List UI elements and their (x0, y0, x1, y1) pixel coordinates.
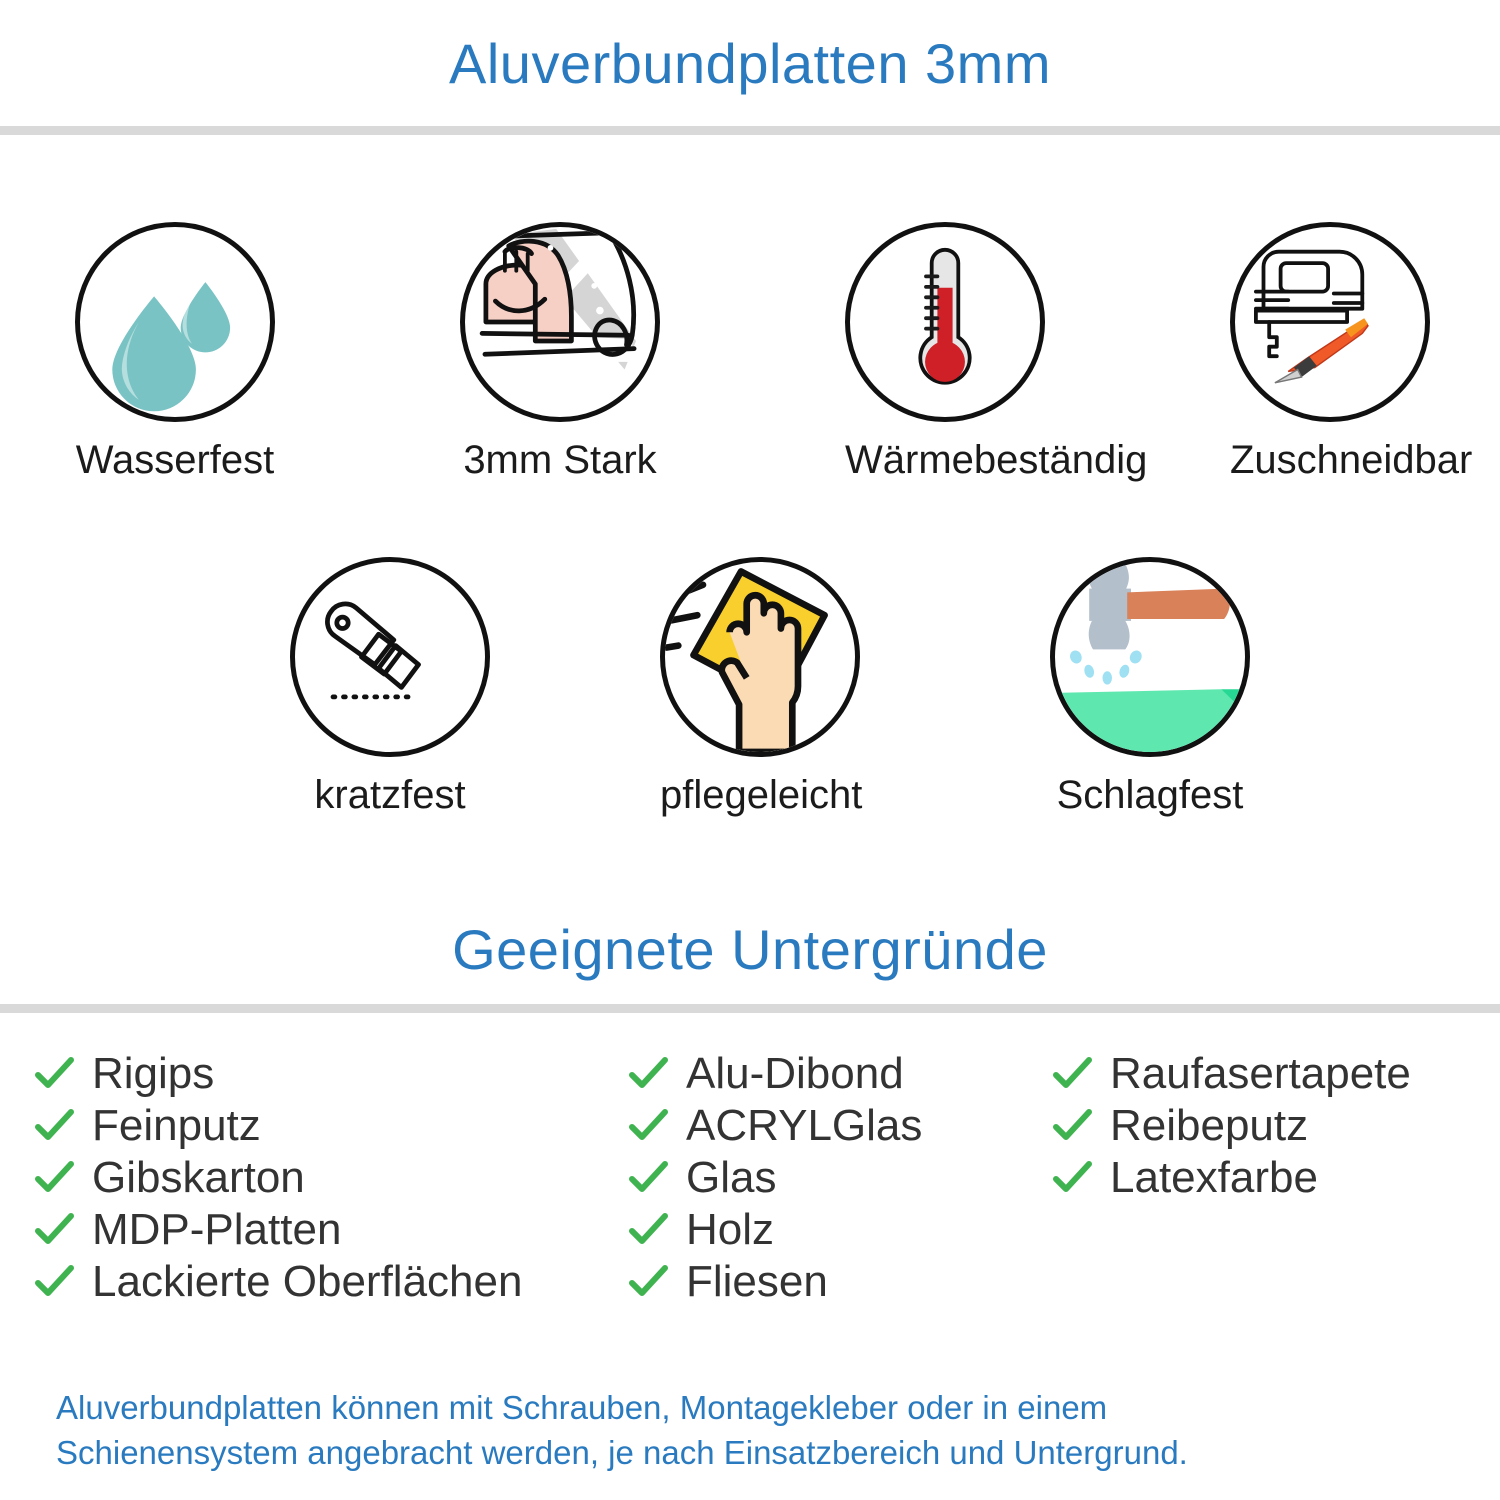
list-item-label: Lackierte Oberflächen (92, 1257, 523, 1306)
list-item: MDP-Platten (34, 1204, 522, 1256)
list-item-label: ACRYLGlas (686, 1101, 923, 1150)
list-item-label: Fliesen (686, 1257, 828, 1306)
list-item-label: Gibskarton (92, 1153, 305, 1202)
list-item-label: Glas (686, 1153, 777, 1202)
list-item-label: Raufasertapete (1110, 1049, 1411, 1098)
hammer-impact-icon (1050, 557, 1250, 757)
list-item-label: Rigips (92, 1049, 215, 1098)
list-item: Rigips (34, 1048, 522, 1100)
jigsaw-knife-icon (1230, 222, 1430, 422)
list-item: Holz (628, 1204, 922, 1256)
feature-label: Wärmebeständig (845, 438, 1148, 482)
list-item-label: Holz (686, 1205, 775, 1254)
footer-line-1: Aluverbundplatten können mit Schrauben, … (56, 1389, 1108, 1426)
page-title-block: Aluverbundplatten 3mm (0, 36, 1500, 92)
thermometer-icon (845, 222, 1045, 422)
green-check-icon (34, 1210, 74, 1250)
feature-label: Wasserfest (75, 438, 275, 482)
divider-top (0, 126, 1500, 135)
list-item: Alu-Dibond (628, 1048, 922, 1100)
list-item: Feinputz (34, 1100, 522, 1152)
section-title: Geeignete Untergründe (452, 918, 1048, 981)
flexing-arm-icon (460, 222, 660, 422)
green-check-icon (1052, 1054, 1092, 1094)
green-check-icon (1052, 1158, 1092, 1198)
feature-wasserfest: Wasserfest (75, 222, 275, 480)
cutter-knife-icon (290, 557, 490, 757)
footer-line-2: Schienensystem angebracht werden, je nac… (56, 1433, 1188, 1471)
feature-label: pflegeleicht (660, 773, 863, 817)
feature-label: Zuschneidbar (1230, 438, 1473, 482)
footer-note: Aluverbundplatten können mit Schrauben, … (56, 1386, 1456, 1475)
list-item-label: Feinputz (92, 1101, 261, 1150)
hand-cloth-icon (660, 557, 860, 757)
checklist-column-1: Rigips Feinputz Gibskarton MDP-Platten L… (34, 1048, 522, 1308)
feature-kratzfest: kratzfest (290, 557, 490, 815)
green-check-icon (628, 1262, 668, 1302)
checklist-column-3: Raufasertapete Reibeputz Latexfarbe (1052, 1048, 1411, 1204)
green-check-icon (34, 1054, 74, 1094)
list-item-label: MDP-Platten (92, 1205, 342, 1254)
green-check-icon (628, 1158, 668, 1198)
checklist-column-2: Alu-Dibond ACRYLGlas Glas Holz Fliesen (628, 1048, 922, 1308)
list-item: Latexfarbe (1052, 1152, 1411, 1204)
list-item: Glas (628, 1152, 922, 1204)
list-item: Lackierte Oberflächen (34, 1256, 522, 1308)
list-item: Gibskarton (34, 1152, 522, 1204)
suitable-surfaces-list: Rigips Feinputz Gibskarton MDP-Platten L… (0, 1048, 1500, 1338)
list-item-label: Latexfarbe (1110, 1153, 1318, 1202)
green-check-icon (628, 1106, 668, 1146)
divider-middle (0, 1004, 1500, 1013)
feature-schlagfest: Schlagfest (1050, 557, 1250, 815)
feature-pflegeleicht: pflegeleicht (660, 557, 863, 817)
water-drops-icon (75, 222, 275, 422)
feature-label: 3mm Stark (463, 438, 657, 482)
green-check-icon (628, 1210, 668, 1250)
green-check-icon (1052, 1106, 1092, 1146)
feature-3mm-stark: 3mm Stark (460, 222, 660, 480)
green-check-icon (34, 1158, 74, 1198)
section-title-block: Geeignete Untergründe (0, 922, 1500, 978)
feature-zuschneidbar: Zuschneidbar (1230, 222, 1473, 482)
list-item: Fliesen (628, 1256, 922, 1308)
green-check-icon (628, 1054, 668, 1094)
list-item: ACRYLGlas (628, 1100, 922, 1152)
feature-label: kratzfest (314, 773, 466, 817)
list-item: Raufasertapete (1052, 1048, 1411, 1100)
green-check-icon (34, 1262, 74, 1302)
page-title: Aluverbundplatten 3mm (449, 32, 1051, 95)
feature-label: Schlagfest (1056, 773, 1244, 817)
feature-waermebestaendig: Wärmebeständig (845, 222, 1148, 482)
list-item: Reibeputz (1052, 1100, 1411, 1152)
list-item-label: Alu-Dibond (686, 1049, 904, 1098)
green-check-icon (34, 1106, 74, 1146)
list-item-label: Reibeputz (1110, 1101, 1309, 1150)
